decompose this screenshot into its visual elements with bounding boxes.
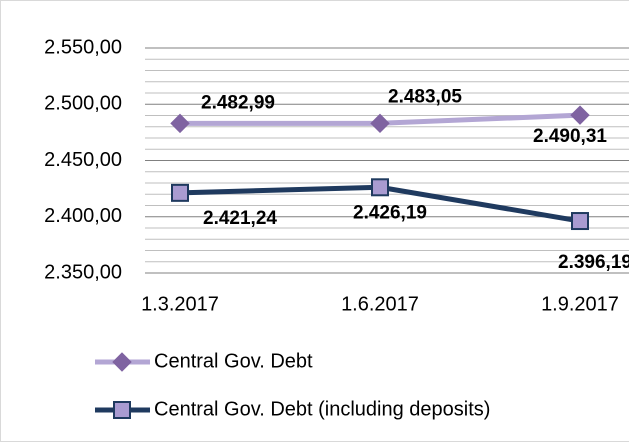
point-marker — [571, 212, 589, 231]
x-tick-label: 1.6.2017 — [341, 293, 419, 315]
data-label: 2.490,31 — [533, 126, 607, 147]
legend-marker — [112, 352, 132, 372]
y-tick-label: 2.450,00 — [44, 149, 122, 171]
data-label: 2.421,24 — [203, 208, 277, 229]
legend-label: Central Gov. Debt (including deposits) — [154, 398, 490, 420]
y-tick-label: 2.500,00 — [44, 93, 122, 115]
y-tick-label: 2.400,00 — [44, 205, 122, 227]
data-label: 2.482,99 — [201, 92, 275, 113]
data-label: 2.396,19 — [558, 252, 629, 273]
legend-label: Central Gov. Debt — [154, 350, 313, 372]
data-label: 2.426,19 — [353, 202, 427, 223]
point-marker — [570, 105, 590, 125]
point-marker — [171, 183, 189, 202]
point-marker — [370, 113, 390, 134]
x-tick-label: 1.3.2017 — [141, 293, 219, 315]
data-label: 2.483,05 — [388, 86, 462, 107]
x-tick-label: 1.9.2017 — [541, 293, 619, 315]
legend-marker — [113, 401, 131, 419]
y-tick-label: 2.550,00 — [44, 36, 122, 58]
point-marker — [371, 178, 389, 197]
y-tick-label: 2.350,00 — [44, 261, 122, 283]
point-marker — [170, 113, 190, 134]
